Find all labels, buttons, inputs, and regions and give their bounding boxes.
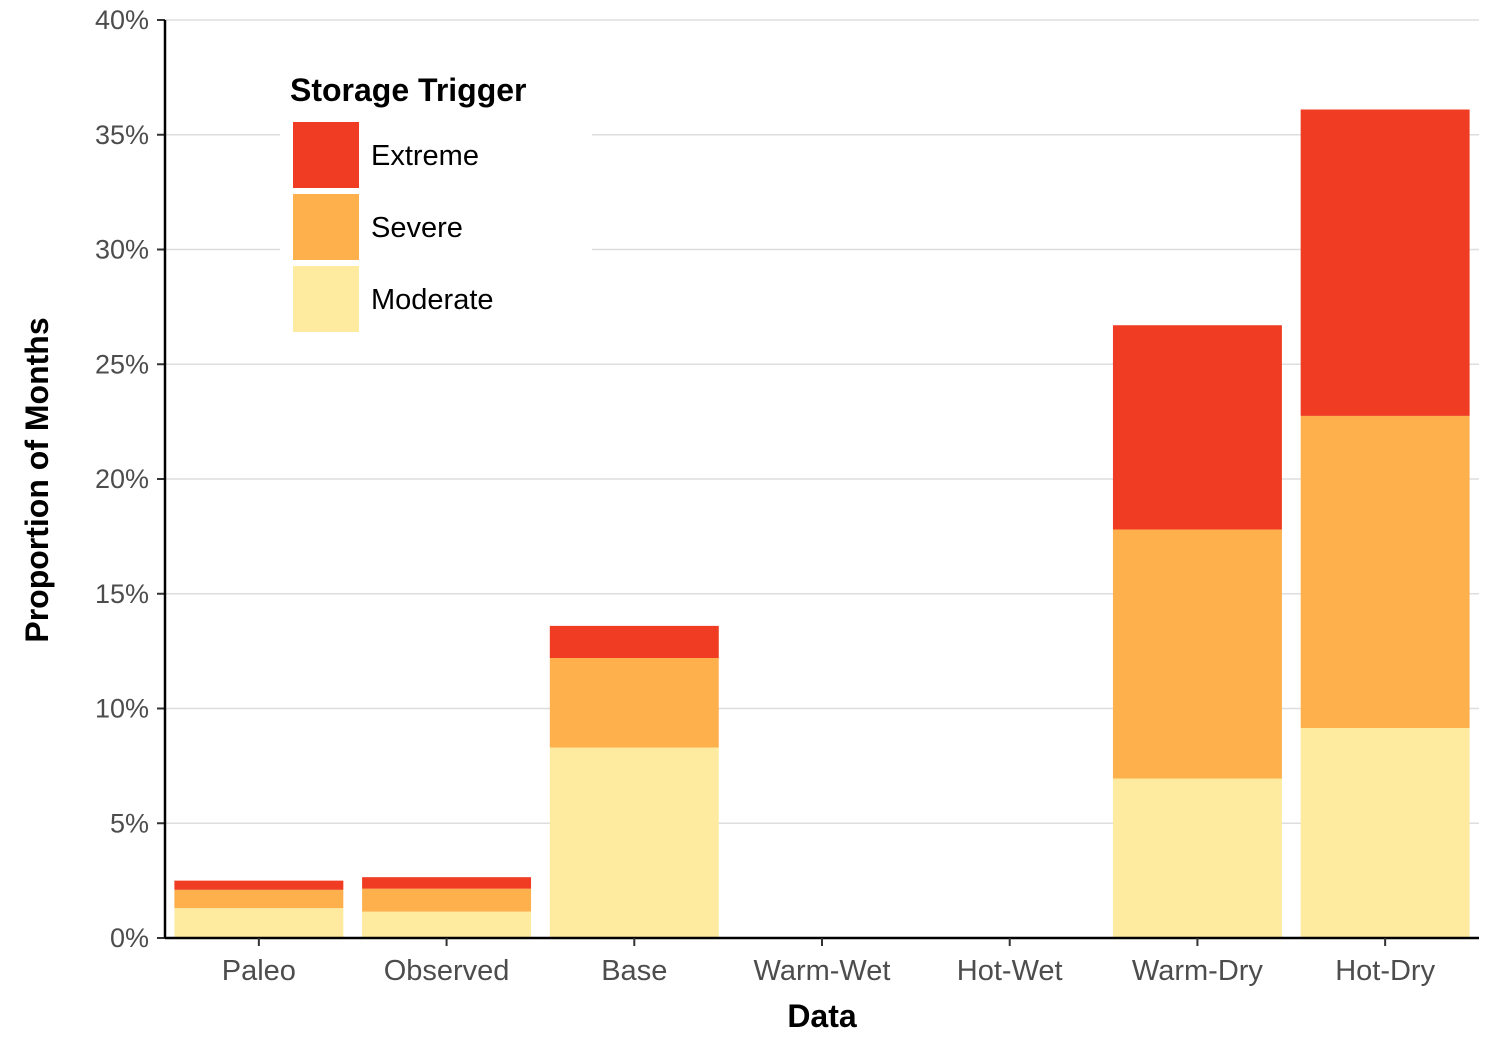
x-tick-label: Paleo [222,955,296,987]
x-axis-title: Data [787,998,857,1034]
y-tick-label: 25% [95,349,149,379]
y-axis-title: Proportion of Months [19,317,55,642]
y-tick-label: 30% [95,235,149,265]
x-tick-label: Warm-Dry [1132,955,1263,987]
x-tick-label: Hot-Wet [957,955,1063,987]
bar-moderate-hot-dry [1300,728,1470,938]
legend-swatch-moderate [293,266,359,332]
bar-severe-warm-dry [1112,529,1282,779]
bar-severe-observed [362,888,532,912]
legend-swatch-extreme [293,122,359,188]
y-tick-label: 20% [95,464,149,494]
y-tick-label: 40% [95,5,149,35]
x-tick-label: Base [601,955,667,987]
x-tick-label: Hot-Dry [1335,955,1435,987]
bar-extreme-paleo [174,880,344,890]
legend-title: Storage Trigger [290,72,527,108]
y-tick-label: 10% [95,694,149,724]
y-tick-label: 0% [110,923,149,953]
bar-extreme-base [549,625,719,659]
x-tick-labels: Paleo Observed Base Warm-Wet Hot-Wet Warm-Dry… [222,955,1436,987]
y-tick-labels: 0% 5% 10% 15% 20% 25% 30% 35% 40% [95,5,149,953]
bar-extreme-hot-dry [1300,109,1470,416]
bar-moderate-warm-dry [1112,778,1282,938]
legend-label-extreme: Extreme [371,140,479,172]
bar-severe-paleo [174,889,344,909]
y-tick-label: 15% [95,579,149,609]
bar-moderate-observed [362,911,532,938]
x-tick-label: Observed [384,955,510,987]
bars [174,109,1470,938]
x-tick-label: Warm-Wet [754,955,891,987]
legend-label-severe: Severe [371,212,463,244]
y-tick-label: 35% [95,120,149,150]
bar-severe-hot-dry [1300,415,1470,729]
bar-severe-base [549,658,719,748]
bar-extreme-warm-dry [1112,325,1282,530]
legend: Storage Trigger Extreme Severe Moderate [280,66,592,341]
legend-swatch-severe [293,194,359,260]
y-tick-label: 5% [110,808,149,838]
bar-moderate-paleo [174,908,344,938]
bar-extreme-observed [362,877,532,889]
legend-label-moderate: Moderate [371,284,494,316]
axes [157,19,1479,946]
bar-moderate-base [549,747,719,938]
